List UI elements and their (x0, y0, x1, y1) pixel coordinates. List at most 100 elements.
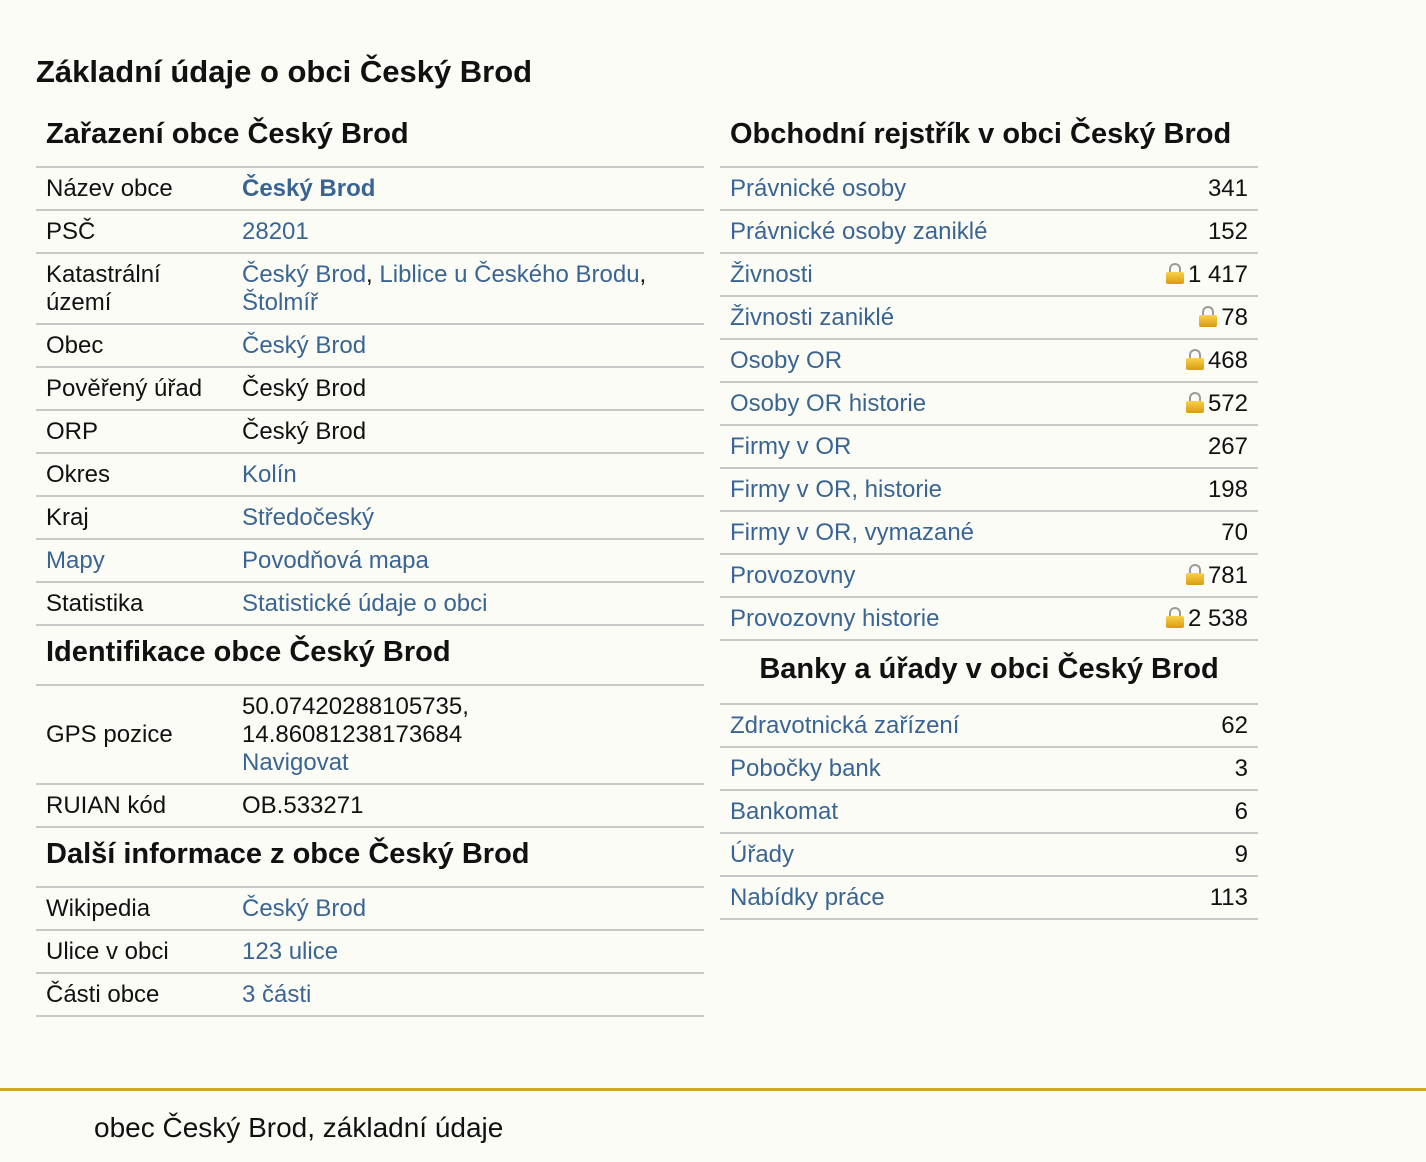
statistika-link[interactable]: Statistické údaje o obci (242, 590, 488, 617)
ulice-link[interactable]: 123 ulice (242, 938, 339, 965)
rejstrik-link[interactable]: Právnické osoby zaniklé (730, 218, 988, 245)
table-row: Zdravotnická zařízení 62 (720, 705, 1258, 748)
table-row: Právnické osoby zaniklé 152 (720, 210, 1258, 254)
table-row: Název obce Český Brod (36, 168, 704, 211)
row-label: Wikipedia (36, 888, 232, 931)
row-label: Název obce (36, 168, 232, 211)
table-row: Úřady 9 (720, 833, 1258, 877)
mapy-link[interactable]: Mapy (46, 547, 105, 574)
identifikace-table: GPS pozice 50.07420288105735, 14.86081238… (36, 686, 704, 828)
dalsi-heading: Další informace z obce Český Brod (36, 828, 704, 888)
row-label: RUIAN kód (36, 784, 232, 828)
banky-heading: Banky a úřady v obci Český Brod (720, 641, 1258, 705)
row-label: Pověřený úřad (36, 367, 232, 411)
table-row: Živnosti 1 417 (720, 253, 1258, 297)
table-row: Ulice v obci 123 ulice (36, 930, 704, 974)
table-row: Statistika Statistické údaje o obci (36, 582, 704, 626)
row-label: Statistika (36, 582, 232, 626)
count-value: 468 (1207, 347, 1248, 374)
count-value: 152 (1113, 210, 1258, 254)
kraj-link[interactable]: Středočeský (242, 504, 375, 531)
table-row: Firmy v OR, vymazané 70 (720, 511, 1258, 555)
count-value: 198 (1113, 468, 1258, 512)
wikipedia-link[interactable]: Český Brod (242, 895, 367, 922)
table-row: Wikipedia Český Brod (36, 888, 704, 931)
rejstrik-table: Právnické osoby 341 Právnické osoby zanik… (720, 168, 1258, 641)
table-row: RUIAN kód OB.533271 (36, 784, 704, 828)
rejstrik-link[interactable]: Živnosti (730, 261, 813, 288)
row-label: Ulice v obci (36, 930, 232, 974)
table-row: Pobočky bank 3 (720, 747, 1258, 791)
table-row: Kraj Středočeský (36, 496, 704, 540)
table-row: GPS pozice 50.07420288105735, 14.86081238… (36, 686, 704, 785)
rejstrik-link[interactable]: Živnosti zaniklé (730, 304, 895, 331)
banky-link[interactable]: Bankomat (730, 798, 839, 825)
banky-table: Zdravotnická zařízení 62 Pobočky bank 3 Ba… (720, 705, 1258, 920)
right-column: Obchodní rejstřík v obci Český Brod Práv… (720, 108, 1258, 920)
count-value: 2 538 (1187, 605, 1248, 632)
rejstrik-link[interactable]: Firmy v OR, historie (730, 476, 943, 503)
lock-icon (1165, 263, 1184, 284)
table-row: PSČ 28201 (36, 210, 704, 254)
row-label: Obec (36, 324, 232, 368)
identifikace-heading: Identifikace obce Český Brod (36, 626, 704, 686)
rejstrik-link[interactable]: Osoby OR historie (730, 390, 927, 417)
povodnova-mapa-link[interactable]: Povodňová mapa (242, 547, 429, 574)
nazev-obce-link[interactable]: Český Brod (242, 175, 376, 202)
zarazeni-table: Název obce Český Brod PSČ 28201 Katastrá… (36, 168, 704, 626)
obec-link[interactable]: Český Brod (242, 332, 367, 359)
table-row: Mapy Povodňová mapa (36, 539, 704, 583)
rejstrik-heading: Obchodní rejstřík v obci Český Brod (720, 108, 1258, 168)
table-row: Nabídky práce 113 (720, 876, 1258, 920)
gps-lon: 14.86081238173684 (242, 721, 463, 748)
poverny-urad-value: Český Brod (232, 367, 704, 411)
rejstrik-link[interactable]: Provozovny (730, 562, 856, 589)
left-column: Zařazení obce Český Brod Název obce Česk… (36, 108, 704, 1017)
row-label: GPS pozice (36, 686, 232, 785)
rejstrik-link[interactable]: Osoby OR (730, 347, 843, 374)
count-value: 78 (1221, 304, 1248, 331)
table-row: Firmy v OR 267 (720, 425, 1258, 469)
rejstrik-link[interactable]: Právnické osoby (730, 175, 907, 202)
count-value: 1 417 (1187, 261, 1248, 288)
count-value: 267 (1113, 425, 1258, 469)
table-row: Provozovny 781 (720, 554, 1258, 598)
row-label: Kraj (36, 496, 232, 540)
gps-lat: 50.07420288105735, (242, 693, 469, 720)
banky-link[interactable]: Nabídky práce (730, 884, 885, 911)
table-row: Právnické osoby 341 (720, 168, 1258, 211)
page-title: Základní údaje o obci Český Brod (36, 54, 533, 89)
table-row: Provozovny historie 2 538 (720, 597, 1258, 641)
rejstrik-link[interactable]: Firmy v OR (730, 433, 852, 460)
banky-link[interactable]: Zdravotnická zařízení (730, 712, 960, 739)
table-row: Katastrální území Český Brod, Liblice u … (36, 253, 704, 325)
katastr-link-1[interactable]: Český Brod (242, 261, 367, 288)
okres-link[interactable]: Kolín (242, 461, 297, 488)
casti-link[interactable]: 3 části (242, 981, 312, 1008)
katastr-link-3[interactable]: Štolmíř (242, 289, 319, 316)
table-row: Části obce 3 části (36, 973, 704, 1017)
count-value: 62 (1156, 705, 1258, 748)
table-row: Osoby OR 468 (720, 339, 1258, 383)
count-value: 70 (1113, 511, 1258, 555)
lock-icon (1185, 392, 1204, 413)
row-label: Okres (36, 453, 232, 497)
rejstrik-link[interactable]: Firmy v OR, vymazané (730, 519, 975, 546)
count-value: 341 (1113, 168, 1258, 211)
count-value: 113 (1156, 876, 1258, 920)
footer-text: obec Český Brod, základní údaje (94, 1112, 504, 1143)
psc-link[interactable]: 28201 (242, 218, 309, 245)
banky-link[interactable]: Pobočky bank (730, 755, 881, 782)
table-row: Firmy v OR, historie 198 (720, 468, 1258, 512)
banky-link[interactable]: Úřady (730, 841, 795, 868)
count-value: 572 (1207, 390, 1248, 417)
footer-divider (0, 1088, 1426, 1091)
katastr-link-2[interactable]: Liblice u Českého Brodu (379, 261, 640, 288)
table-row: Obec Český Brod (36, 324, 704, 368)
ruian-value: OB.533271 (232, 784, 704, 828)
table-row: Pověřený úřad Český Brod (36, 367, 704, 411)
rejstrik-link[interactable]: Provozovny historie (730, 605, 940, 632)
count-value: 3 (1156, 747, 1258, 791)
row-label: Katastrální území (36, 253, 232, 325)
navigovat-link[interactable]: Navigovat (242, 749, 349, 776)
